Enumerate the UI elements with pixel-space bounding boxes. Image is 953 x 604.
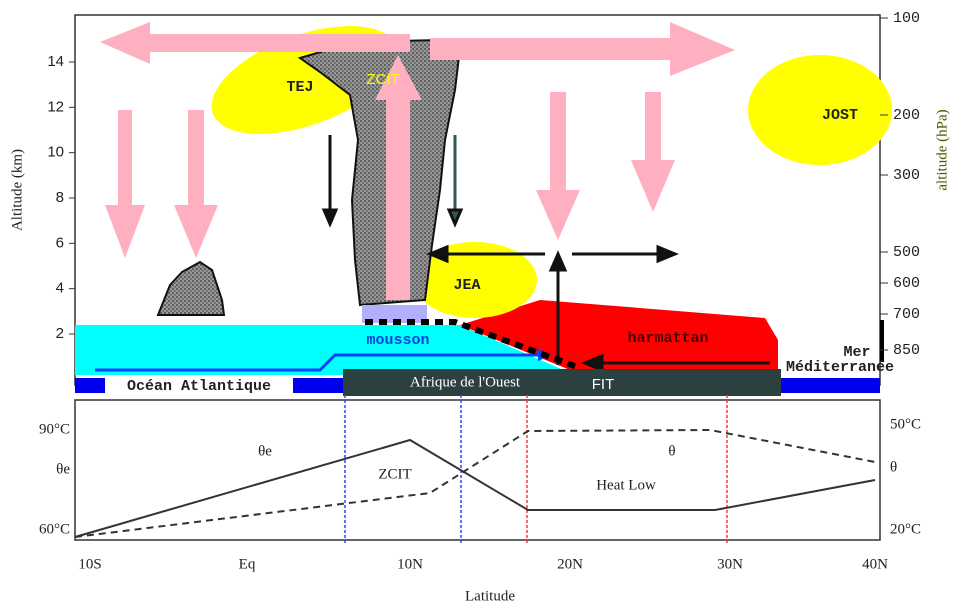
x-tick-label: 20N xyxy=(557,556,583,572)
y-tick-label: 8 xyxy=(56,189,64,206)
label: harmattan xyxy=(627,330,708,347)
y-tick-label: 4 xyxy=(56,280,64,297)
label: FIT xyxy=(592,376,615,393)
diagram: TEJ ZCIT JOST JEA mousson harmattan Mer … xyxy=(0,0,953,604)
y-tick-label: 12 xyxy=(47,98,64,115)
upper-panel: TEJ ZCIT JOST JEA mousson harmattan Mer … xyxy=(9,4,950,396)
axis-label: altitude (hPa) xyxy=(934,109,950,190)
label: JOST xyxy=(822,107,858,124)
curve-label: θ xyxy=(668,443,675,459)
y-tick-label: 14 xyxy=(47,53,64,70)
label: JEA xyxy=(453,277,480,294)
label: mousson xyxy=(366,332,429,349)
left-tick-label: θe xyxy=(56,461,70,477)
zone-label: ZCIT xyxy=(378,466,411,482)
label: TEJ xyxy=(286,79,313,96)
lower-panel: θe θ ZCIT Heat Low Latitude xyxy=(75,395,880,604)
label: Afrique de l'Ouest xyxy=(410,374,521,390)
curve-label: θe xyxy=(258,443,272,459)
jost-jet xyxy=(748,55,892,165)
x-tick-label: Eq xyxy=(239,556,256,572)
left-tick-label: 90°C xyxy=(39,421,70,437)
x-tick-label: 30N xyxy=(717,556,743,572)
pressure-tick-label: 300 xyxy=(893,167,920,184)
axis-label: Altitude (km) xyxy=(9,149,25,231)
axis-label: Latitude xyxy=(465,588,515,604)
zone-label: Heat Low xyxy=(596,477,656,493)
frame xyxy=(75,400,880,540)
left-tick-label: 60°C xyxy=(39,521,70,537)
continent xyxy=(343,369,781,396)
x-tick-label: 10S xyxy=(78,556,101,572)
x-tick-label: 10N xyxy=(397,556,423,572)
y-tick-label: 10 xyxy=(47,144,64,161)
pressure-tick-label: 500 xyxy=(893,244,920,261)
label: ZCIT xyxy=(366,71,399,88)
x-tick-label: 40N xyxy=(862,556,888,572)
label: Méditerranée xyxy=(786,359,894,376)
pressure-tick-label: 100 xyxy=(893,10,920,27)
right-tick-label: θ xyxy=(890,459,897,475)
right-tick-label: 50°C xyxy=(890,416,921,432)
y-tick-label: 6 xyxy=(56,234,64,251)
theta-curve xyxy=(75,430,875,537)
pressure-tick-label: 700 xyxy=(893,306,920,323)
label: Océan Atlantique xyxy=(127,378,271,395)
pressure-tick-label: 850 xyxy=(893,342,920,359)
right-tick-label: 20°C xyxy=(890,521,921,537)
y-tick-label: 2 xyxy=(56,325,64,342)
bracket xyxy=(880,320,884,362)
pressure-tick-label: 600 xyxy=(893,275,920,292)
pressure-tick-label: 200 xyxy=(893,107,920,124)
